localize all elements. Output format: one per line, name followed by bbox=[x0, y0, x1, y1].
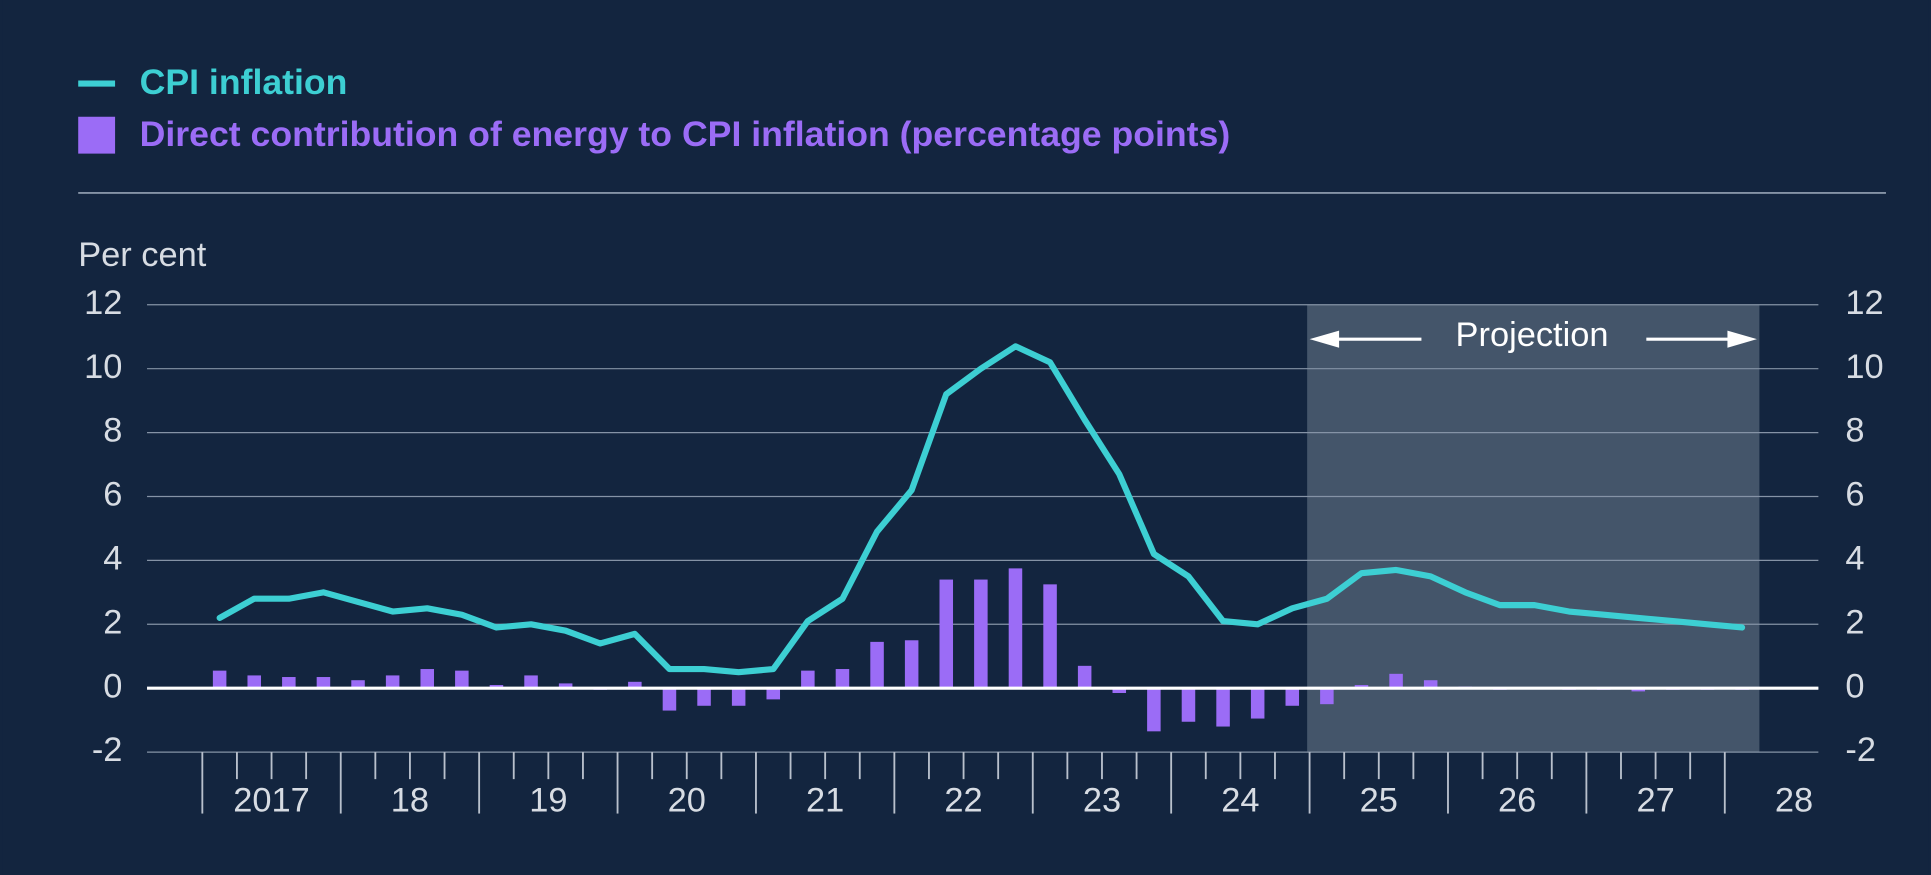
x-tick-label: 18 bbox=[391, 782, 429, 820]
y-tick-label: 12 bbox=[84, 284, 122, 322]
bar bbox=[974, 579, 988, 689]
bar bbox=[455, 670, 469, 689]
bar bbox=[1147, 688, 1161, 732]
legend-swatch-bar bbox=[78, 116, 116, 154]
x-tick-label: 23 bbox=[1083, 782, 1121, 820]
bar bbox=[524, 675, 538, 689]
bar bbox=[1285, 688, 1300, 706]
y-axis-label: Per cent bbox=[78, 236, 207, 274]
y-tick-label: 8 bbox=[103, 412, 122, 450]
bar bbox=[558, 683, 573, 689]
y2-tick-label: 12 bbox=[1845, 284, 1883, 322]
bar bbox=[662, 688, 677, 711]
y2-tick-label: 10 bbox=[1845, 348, 1883, 386]
legend-label: Direct contribution of energy to CPI inf… bbox=[140, 114, 1231, 154]
bar bbox=[1631, 688, 1646, 692]
x-tick-label: 27 bbox=[1636, 782, 1674, 820]
bar bbox=[835, 669, 850, 689]
arrow-head bbox=[1727, 330, 1757, 348]
projection-shading bbox=[1307, 304, 1760, 753]
bar bbox=[939, 579, 954, 689]
bar bbox=[212, 670, 227, 689]
bar bbox=[870, 641, 884, 689]
y2-tick-label: 8 bbox=[1845, 412, 1864, 450]
bar bbox=[1423, 680, 1438, 689]
bar bbox=[316, 677, 331, 689]
y2-tick-label: 0 bbox=[1845, 667, 1864, 705]
bar bbox=[1077, 665, 1092, 689]
y2-tick-label: 2 bbox=[1845, 603, 1864, 641]
bar bbox=[766, 688, 781, 700]
y-tick-label: 0 bbox=[103, 667, 122, 705]
x-tick-label: 24 bbox=[1221, 782, 1259, 820]
x-tick-label: 19 bbox=[529, 782, 567, 820]
bar bbox=[801, 670, 815, 689]
x-tick-label: 21 bbox=[806, 782, 844, 820]
y2-tick-label: -2 bbox=[1845, 731, 1876, 769]
x-tick-label: 28 bbox=[1775, 782, 1813, 820]
bar bbox=[1250, 688, 1265, 719]
bar bbox=[1389, 673, 1403, 689]
bar bbox=[1354, 685, 1369, 689]
y2-tick-label: 4 bbox=[1845, 539, 1864, 577]
bar bbox=[351, 680, 365, 689]
cpi-line bbox=[216, 343, 1746, 676]
bar bbox=[1112, 688, 1127, 693]
bar bbox=[385, 675, 400, 689]
bar bbox=[1043, 584, 1057, 689]
bar bbox=[628, 681, 642, 689]
y-tick-label: -2 bbox=[92, 731, 123, 769]
bar bbox=[1008, 568, 1023, 689]
bar bbox=[904, 640, 919, 689]
y-tick-label: 2 bbox=[103, 603, 122, 641]
bar bbox=[282, 677, 296, 689]
x-tick-label: 22 bbox=[944, 782, 982, 820]
x-tick-label: 2017 bbox=[233, 782, 310, 820]
bar bbox=[1320, 688, 1334, 705]
bar bbox=[489, 685, 504, 689]
bar bbox=[1216, 688, 1230, 727]
y-tick-label: 6 bbox=[103, 476, 122, 514]
bar bbox=[697, 688, 711, 706]
bar bbox=[420, 669, 435, 689]
x-tick-label: 26 bbox=[1498, 782, 1536, 820]
arrow-head bbox=[1309, 330, 1340, 348]
bar bbox=[1181, 688, 1196, 722]
bar bbox=[731, 688, 746, 706]
x-tick-label: 25 bbox=[1360, 782, 1398, 820]
y-tick-label: 10 bbox=[84, 348, 122, 386]
y2-tick-label: 6 bbox=[1845, 476, 1864, 514]
x-tick-label: 20 bbox=[668, 782, 706, 820]
bar bbox=[247, 675, 261, 689]
projection-arrows bbox=[1309, 330, 1757, 348]
annotation: Projection bbox=[1456, 316, 1609, 354]
legend-label: CPI inflation bbox=[140, 62, 348, 102]
y-tick-label: 4 bbox=[103, 539, 122, 577]
